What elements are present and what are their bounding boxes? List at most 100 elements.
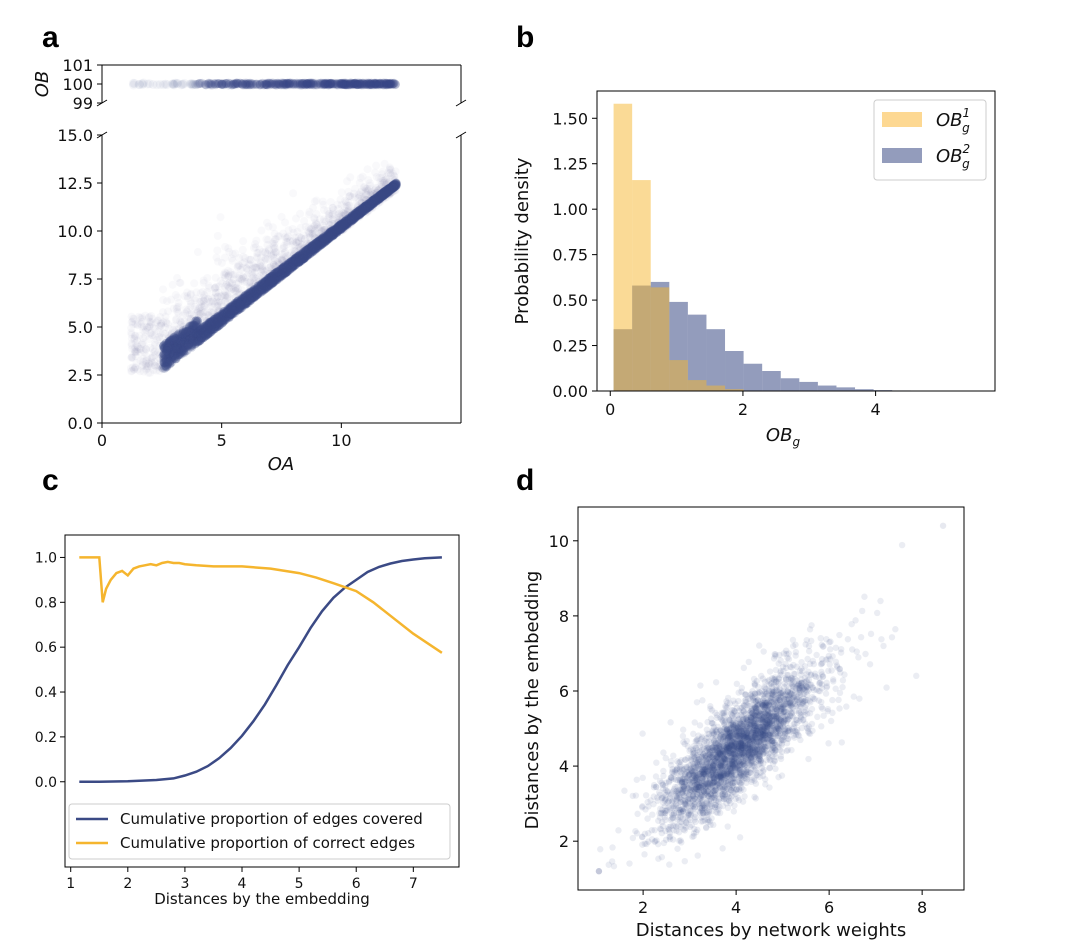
histogram-bar-ob-g2 (762, 371, 781, 391)
data-point (257, 268, 265, 276)
data-point (368, 196, 378, 206)
data-point (210, 316, 220, 326)
data-point (371, 193, 381, 203)
x-tick-label: 4 (871, 400, 881, 419)
data-point (291, 253, 301, 263)
legend-label-edges-covered: Cumulative proportion of edges covered (120, 810, 423, 828)
data-point (171, 342, 181, 352)
data-point (361, 204, 371, 214)
data-point (239, 237, 247, 245)
data-point (365, 201, 375, 211)
data-point (287, 261, 297, 271)
data-point (184, 294, 192, 302)
panel-label-d: d (516, 464, 534, 497)
data-point (255, 285, 265, 295)
data-point (218, 317, 228, 327)
data-point (311, 239, 321, 249)
data-point (288, 256, 298, 266)
data-point (167, 340, 177, 350)
data-point (176, 333, 186, 343)
data-point (268, 270, 278, 280)
line-edges-covered (79, 556, 442, 784)
data-point (289, 261, 299, 271)
data-point (381, 188, 391, 198)
data-point (301, 251, 311, 261)
data-point (263, 274, 273, 284)
data-point (159, 358, 169, 368)
data-point (197, 323, 207, 333)
data-point (278, 263, 288, 273)
data-point (302, 245, 312, 255)
data-point (328, 228, 338, 238)
data-point (266, 275, 276, 285)
data-point (170, 353, 180, 363)
data-point (303, 244, 313, 254)
data-point (338, 218, 348, 228)
data-point (241, 299, 251, 309)
data-point (215, 319, 225, 329)
data-point (218, 311, 228, 321)
data-point (310, 243, 320, 253)
data-point (299, 251, 309, 261)
data-point (382, 80, 392, 90)
data-point (286, 257, 296, 267)
data-point (233, 302, 243, 312)
data-point (356, 206, 366, 216)
data-point (203, 325, 213, 335)
data-point (134, 80, 144, 90)
data-point (211, 320, 221, 330)
data-point (208, 322, 218, 332)
data-point (336, 222, 346, 232)
x-tick-label: 0 (605, 400, 615, 419)
data-point (277, 267, 287, 277)
data-point (236, 298, 246, 308)
data-point (251, 291, 261, 301)
data-point (363, 185, 371, 193)
data-point (256, 281, 266, 291)
data-point (225, 308, 235, 318)
data-point (227, 305, 237, 315)
y-tick-label: 15.0 (57, 126, 93, 145)
data-point (225, 306, 235, 316)
data-point (313, 240, 323, 250)
data-point (265, 276, 275, 286)
data-point (182, 330, 192, 340)
data-point (375, 192, 385, 202)
data-point (367, 197, 377, 207)
data-point (328, 228, 338, 238)
data-point (312, 242, 322, 252)
data-point (358, 206, 368, 216)
data-point (328, 226, 338, 236)
data-point (371, 196, 381, 206)
data-point (338, 219, 348, 229)
data-point (188, 324, 198, 334)
data-point (373, 195, 383, 205)
data-point (374, 191, 384, 201)
data-point (245, 290, 255, 300)
panel-d-points (595, 522, 947, 875)
data-point (180, 328, 190, 338)
data-point (388, 182, 398, 192)
data-point (302, 245, 312, 255)
data-point (380, 188, 390, 198)
data-point (331, 228, 341, 238)
data-point (380, 190, 390, 200)
data-point (351, 208, 361, 218)
data-point (352, 208, 362, 218)
data-point (194, 336, 204, 346)
data-point (373, 192, 383, 202)
data-point (367, 199, 377, 209)
data-point (299, 252, 309, 262)
data-point (361, 203, 371, 213)
data-point (338, 219, 348, 229)
data-point (180, 335, 190, 345)
data-point (175, 344, 185, 354)
data-point (356, 78, 366, 88)
data-point (223, 308, 233, 318)
data-point (184, 341, 194, 351)
data-point (311, 80, 321, 90)
data-point (178, 328, 188, 338)
data-point (323, 234, 333, 244)
data-point (136, 345, 144, 353)
data-point (297, 252, 307, 262)
